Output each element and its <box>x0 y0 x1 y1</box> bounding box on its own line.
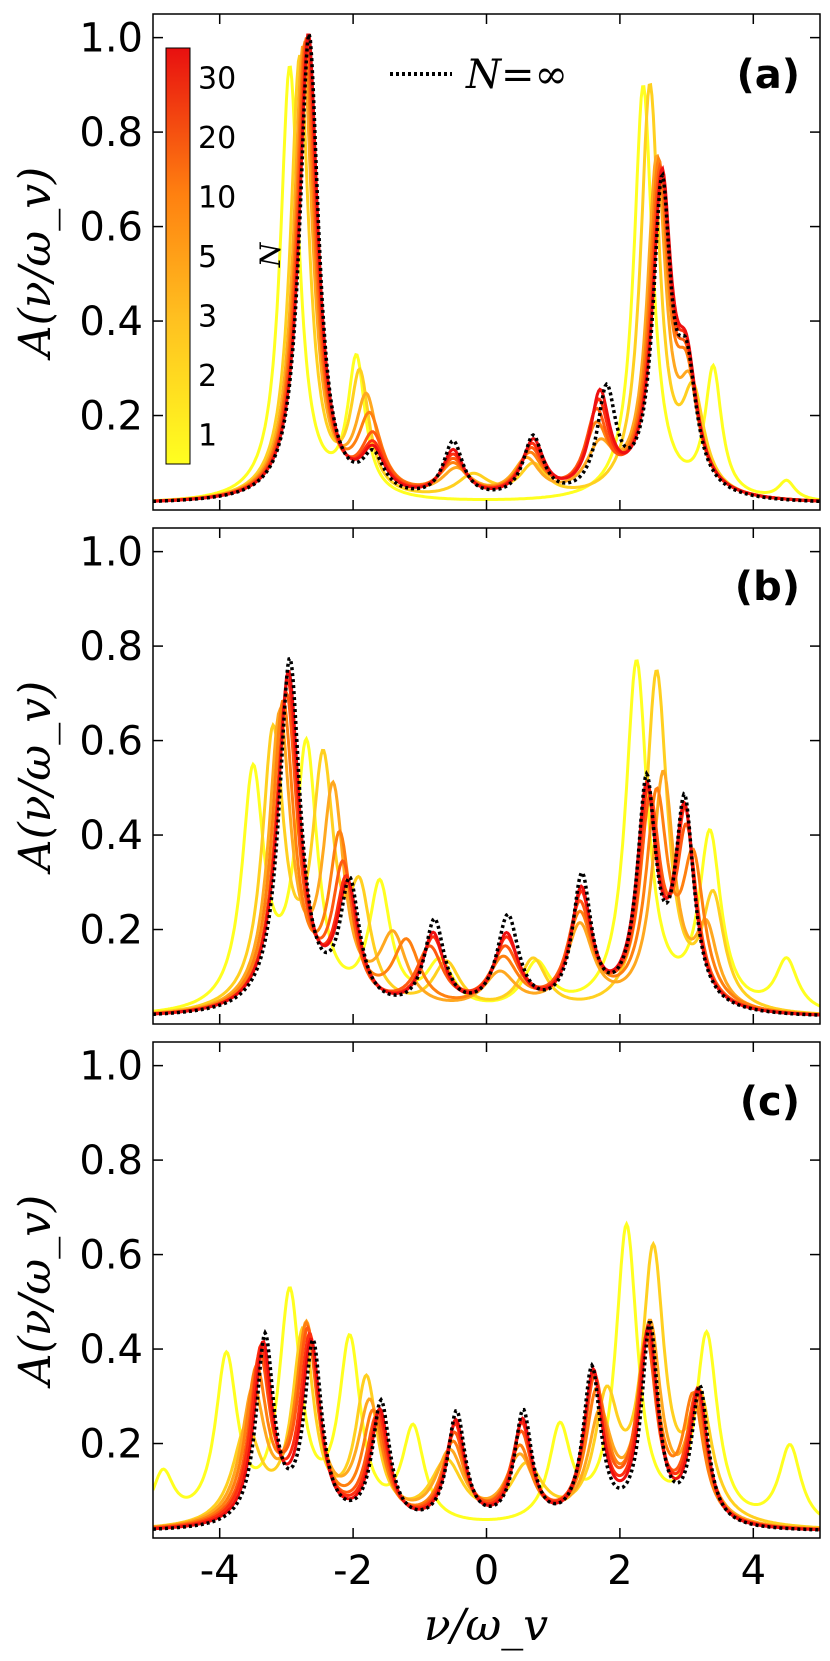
y-tick-label: 0.4 <box>79 299 143 345</box>
series-n-20 <box>153 37 820 503</box>
y-tick-label: 0.2 <box>79 908 143 954</box>
colorbar-label: 20 <box>198 121 236 156</box>
series-n-3 <box>153 45 820 503</box>
series-n-2 <box>153 669 820 1016</box>
colorbar-gradient <box>165 47 191 465</box>
colorbar-label: 5 <box>198 240 217 275</box>
colorbar-label: 10 <box>198 181 236 216</box>
colorbar-label: 30 <box>198 62 236 97</box>
panel-c: 0.2 0.4 0.6 0.8 1.0 (c) A(ν/ω_v) -4 -2 0 2 4 ν/ω… <box>10 1041 821 1651</box>
y-tick-label: 0.6 <box>79 719 143 765</box>
panel-c-label: (c) <box>740 1079 800 1125</box>
panel-a-curves <box>153 33 820 504</box>
x-tick-labels: -4 -2 0 2 4 <box>200 1548 766 1594</box>
panel-c-curves <box>153 1220 820 1532</box>
y-tick-label: 0.2 <box>79 394 143 440</box>
colorbar: 1 2 3 5 10 20 30 N <box>165 47 287 465</box>
panel-c-frame <box>152 1041 821 1539</box>
x-tick-label: 4 <box>741 1548 766 1594</box>
series-n-inf <box>153 656 820 1017</box>
colorbar-label: 3 <box>198 299 217 334</box>
legend: N=∞ <box>390 52 568 98</box>
panel-b-ticks: 0.2 0.4 0.6 0.8 1.0 <box>79 528 820 1024</box>
colorbar-title: N <box>254 241 287 268</box>
panel-b-curves <box>153 656 820 1017</box>
y-tick-label: 1.0 <box>79 1044 143 1090</box>
colorbar-labels: 1 2 3 5 10 20 30 <box>198 62 236 454</box>
panel-a-ylabel-group: A(ν/ω_v) <box>10 167 61 361</box>
y-tick-label: 0.8 <box>79 1138 143 1184</box>
panel-b: 0.2 0.4 0.6 0.8 1.0 (b) A(ν/ω_v) <box>10 527 821 1025</box>
x-tick-label: -4 <box>200 1548 240 1594</box>
panel-a-label: (a) <box>736 52 800 98</box>
y-tick-label: 0.4 <box>79 813 143 859</box>
panel-c-ylabel-group: A(ν/ω_v) <box>10 1195 61 1389</box>
series-n-5 <box>153 40 820 503</box>
y-tick-label: 0.6 <box>79 205 143 251</box>
series-n-1 <box>153 1220 820 1521</box>
legend-label: N=∞ <box>465 52 568 98</box>
y-tick-label: 0.2 <box>79 1422 143 1468</box>
x-tick-label: 0 <box>474 1548 499 1594</box>
colorbar-label: 1 <box>198 418 217 453</box>
panel-c-ticks: 0.2 0.4 0.6 0.8 1.0 <box>79 1042 820 1538</box>
colorbar-label: 2 <box>198 359 217 394</box>
y-tick-label: 0.6 <box>79 1233 143 1279</box>
y-tick-label: 0.8 <box>79 624 143 670</box>
y-tick-label: 1.0 <box>79 530 143 576</box>
panel-b-ylabel-group: A(ν/ω_v) <box>10 681 61 875</box>
series-n-10 <box>153 37 820 503</box>
x-tick-label: 2 <box>607 1548 632 1594</box>
y-tick-label: 0.4 <box>79 1327 143 1373</box>
panel-c-ylabel: A(ν/ω_v) <box>10 1195 61 1389</box>
y-tick-label: 1.0 <box>79 16 143 62</box>
y-tick-label: 0.8 <box>79 110 143 156</box>
panel-a-ticks: 0.2 0.4 0.6 0.8 1.0 <box>79 14 820 510</box>
panel-b-ylabel: A(ν/ω_v) <box>10 681 61 875</box>
x-axis-title: ν/ω_v <box>424 1600 548 1651</box>
panel-a: 0.2 0.4 0.6 0.8 1.0 (a) A(ν/ω_v) N=∞ 1 2 3 5 10 2… <box>10 13 821 511</box>
colorbar-title-group: N <box>254 241 287 268</box>
panel-b-label: (b) <box>735 564 800 610</box>
panel-a-ylabel: A(ν/ω_v) <box>10 167 61 361</box>
series-n-1 <box>153 65 820 503</box>
x-tick-label: -2 <box>333 1548 373 1594</box>
series-n-2 <box>153 54 820 503</box>
series-n-30 <box>153 33 820 503</box>
